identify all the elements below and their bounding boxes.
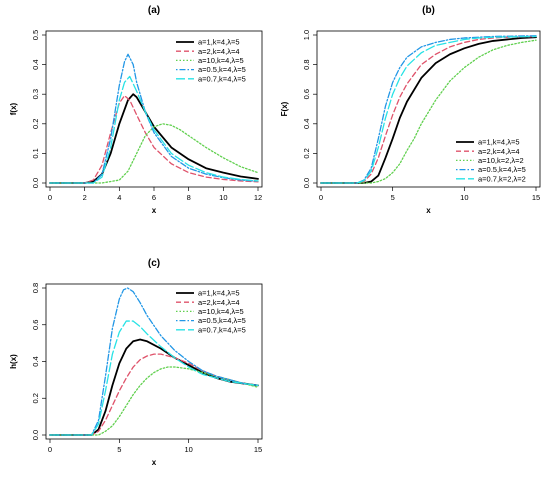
x-tick-label: 15 <box>532 193 540 202</box>
y-tick-label: 0.1 <box>31 148 40 158</box>
y-tick-label: 0.4 <box>31 59 40 69</box>
y-tick-label: 0.8 <box>31 283 40 293</box>
chart-title: (c) <box>148 258 160 269</box>
legend-label-4: a=0.5,k=4,λ=5 <box>198 316 246 325</box>
legend-label-3: a=10,k=4,λ=5 <box>198 56 244 65</box>
y-tick-label: 0.4 <box>31 356 40 366</box>
plot-frame <box>316 30 541 188</box>
x-axis-label: x <box>152 206 157 215</box>
legend-label-2: a=2,k=4,λ=4 <box>198 298 240 307</box>
y-tick-label: 0.4 <box>302 119 311 129</box>
legend-label-1: a=1,k=4,λ=5 <box>198 38 240 47</box>
y-axis-label: h(x) <box>9 354 18 369</box>
legend: a=1,k=4,λ=5a=2,k=4,λ=4a=10,k=2,λ=2a=0.5,… <box>456 138 526 183</box>
y-tick-label: 0.6 <box>302 89 311 99</box>
legend-label-4: a=0.5,k=4,λ=5 <box>478 165 526 174</box>
legend-label-4: a=0.5,k=4,λ=5 <box>198 65 246 74</box>
legend-label-5: a=0.7,k=4,λ=5 <box>198 74 246 83</box>
x-tick-label: 0 <box>48 445 52 454</box>
series-line-4 <box>49 53 259 184</box>
series-line-3 <box>320 39 537 184</box>
chart-title: (b) <box>422 5 435 16</box>
x-tick-label: 5 <box>391 193 395 202</box>
chart-title: (a) <box>148 5 160 16</box>
x-tick-label: 5 <box>117 445 121 454</box>
x-tick-label: 10 <box>219 193 227 202</box>
series-line-2 <box>320 35 537 184</box>
x-tick-label: 0 <box>319 193 323 202</box>
x-tick-label: 2 <box>83 193 87 202</box>
y-tick-label: 0.5 <box>31 30 40 40</box>
y-tick-label: 0.2 <box>31 393 40 403</box>
x-tick-label: 10 <box>184 445 192 454</box>
series-line-2 <box>49 95 259 184</box>
legend-label-2: a=2,k=4,λ=4 <box>198 47 240 56</box>
legend: a=1,k=4,λ=5a=2,k=4,λ=4a=10,k=4,λ=5a=0.5,… <box>176 289 246 334</box>
x-tick-label: 0 <box>48 193 52 202</box>
y-tick-label: 0.3 <box>31 89 40 99</box>
legend-label-2: a=2,k=4,λ=4 <box>478 147 520 156</box>
y-axis-label: f(x) <box>9 102 18 115</box>
series-line-1 <box>49 93 259 184</box>
y-tick-label: 0.0 <box>31 178 40 188</box>
y-tick-label: 0.2 <box>302 148 311 158</box>
chart-panel-2: (b) 0 5 10 15 0.0 0.2 0.4 0.6 0.8 1.0 x F(x) a=1,k=4,… <box>280 5 541 215</box>
legend-label-5: a=0.7,k=4,λ=5 <box>198 325 246 334</box>
y-tick-label: 0.0 <box>302 178 311 188</box>
y-tick-label: 1.0 <box>302 30 311 40</box>
y-tick-label: 0.6 <box>31 320 40 330</box>
x-tick-label: 12 <box>254 193 262 202</box>
legend-label-1: a=1,k=4,λ=5 <box>478 138 520 147</box>
legend-label-1: a=1,k=4,λ=5 <box>198 289 240 298</box>
chart-panel-1: (a) 0 2 4 6 8 10 12 0.0 0.1 0.2 0.3 0.4 0.5 x f(x) a=1,k… <box>9 5 263 215</box>
series-line-3 <box>49 123 259 184</box>
series-line-4 <box>49 287 259 436</box>
x-tick-label: 8 <box>187 193 191 202</box>
series-line-2 <box>49 353 259 436</box>
x-tick-label: 15 <box>254 445 262 454</box>
series-line-1 <box>320 36 537 184</box>
y-tick-label: 0.8 <box>302 59 311 69</box>
legend-label-3: a=10,k=2,λ=2 <box>478 156 524 165</box>
x-axis-label: x <box>426 206 431 215</box>
series-line-5 <box>320 35 537 184</box>
y-tick-label: 0.2 <box>31 119 40 129</box>
y-tick-label: 0.0 <box>31 430 40 440</box>
legend-label-3: a=10,k=4,λ=5 <box>198 307 244 316</box>
y-axis-label: F(x) <box>280 101 289 116</box>
chart-panel-3: (c) 0 5 10 15 0.0 0.2 0.4 0.6 0.8 x h(x) a=1,k=4,λ=5… <box>9 258 263 467</box>
series-line-4 <box>320 35 537 184</box>
x-tick-label: 4 <box>117 193 121 202</box>
series-line-5 <box>49 320 259 436</box>
x-axis-label: x <box>152 458 157 467</box>
series-line-5 <box>49 75 259 184</box>
series-line-3 <box>49 366 259 436</box>
legend: a=1,k=4,λ=5a=2,k=4,λ=4a=10,k=4,λ=5a=0.5,… <box>176 38 246 83</box>
legend-label-5: a=0.7,k=2,λ=2 <box>478 174 526 183</box>
x-tick-label: 6 <box>152 193 156 202</box>
x-tick-label: 10 <box>460 193 468 202</box>
